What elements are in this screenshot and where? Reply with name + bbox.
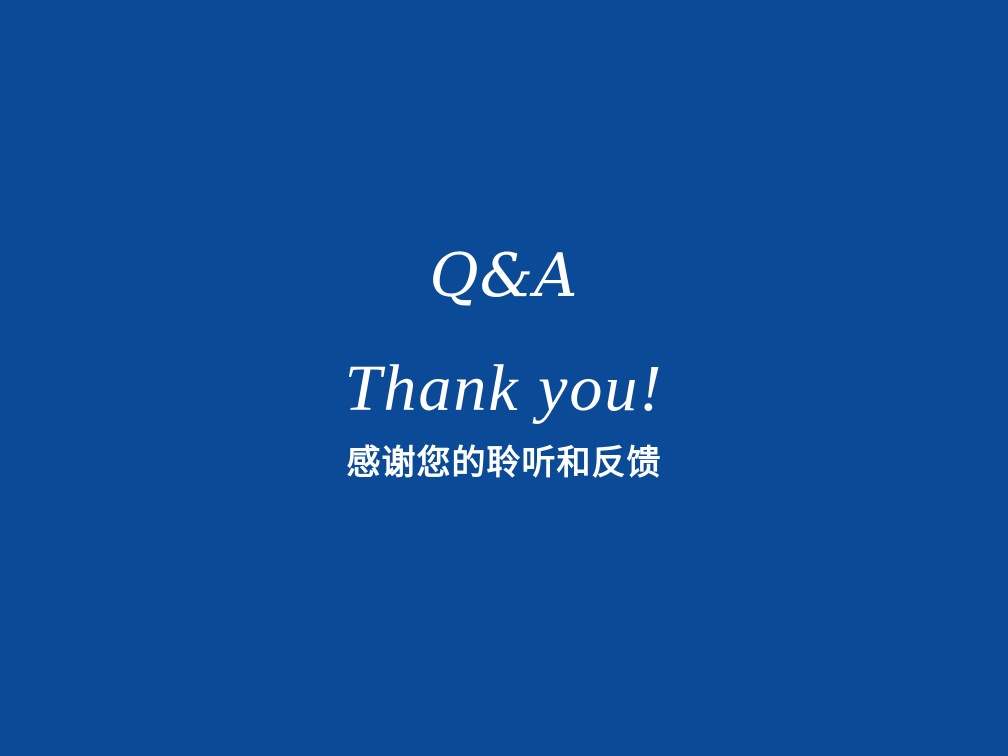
thank-you-text: Thank you! xyxy=(344,352,664,425)
qa-heading: Q&A xyxy=(429,241,579,311)
chinese-subtitle: 感谢您的聆听和反馈 xyxy=(346,443,662,483)
